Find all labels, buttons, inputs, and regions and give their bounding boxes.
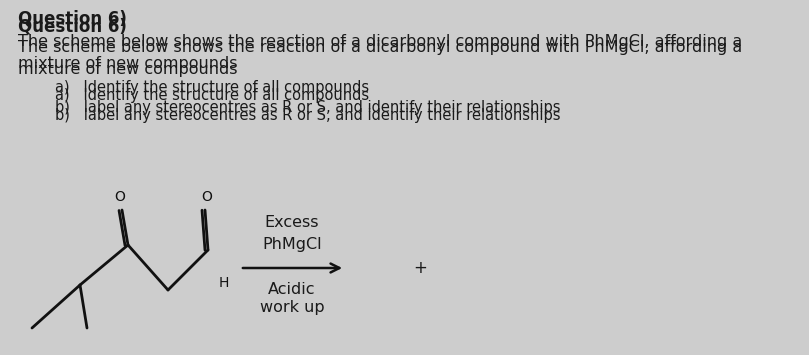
Text: mixture of new compounds: mixture of new compounds: [18, 62, 238, 77]
Text: +: +: [413, 259, 427, 277]
Text: b)   label any stereocentres as R or S, and identify their relationships: b) label any stereocentres as R or S, an…: [55, 108, 561, 123]
Text: Question 6): Question 6): [18, 10, 127, 28]
Text: a)   Identify the structure of all compounds: a) Identify the structure of all compoun…: [55, 80, 369, 95]
Text: Acidic: Acidic: [269, 282, 316, 297]
Text: H: H: [219, 276, 230, 290]
Text: O: O: [115, 190, 125, 204]
Text: The scheme below shows the reaction of a dicarbonyl compound with PhMgCl, afford: The scheme below shows the reaction of a…: [18, 34, 742, 49]
Text: O: O: [201, 190, 213, 204]
Text: Question 6): Question 6): [18, 18, 127, 36]
Text: The scheme below shows the reaction of a dicarbonyl compound with PhMgCl, afford: The scheme below shows the reaction of a…: [18, 40, 742, 55]
Text: b)   label any stereocentres as R or S, and identify their relationships: b) label any stereocentres as R or S, an…: [55, 100, 561, 115]
Text: Excess: Excess: [265, 215, 320, 230]
Text: work up: work up: [260, 300, 324, 315]
Text: PhMgCl: PhMgCl: [262, 237, 322, 252]
Text: mixture of new compounds: mixture of new compounds: [18, 56, 238, 71]
Text: a)   Identify the structure of all compounds: a) Identify the structure of all compoun…: [55, 88, 369, 103]
